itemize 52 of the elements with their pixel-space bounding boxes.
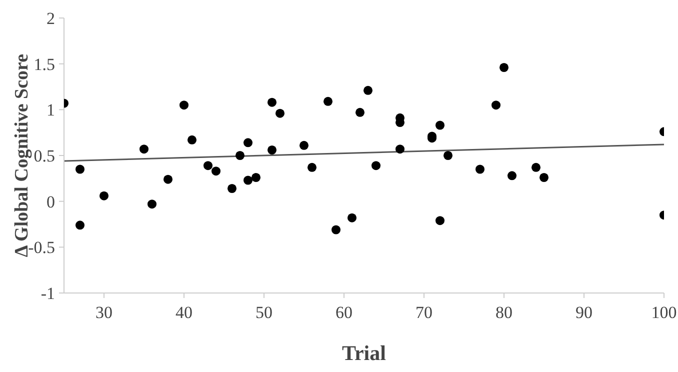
- point: [75, 164, 85, 174]
- y-tick-label: -1: [40, 284, 55, 304]
- point: [243, 138, 253, 148]
- point: [507, 171, 517, 180]
- y-tick-label: 1.5: [34, 54, 55, 74]
- point: [299, 140, 309, 150]
- point: [347, 213, 357, 222]
- x-tick-label: 70: [416, 303, 432, 322]
- point: [179, 100, 189, 110]
- point: [475, 164, 485, 174]
- point: [75, 220, 85, 230]
- point: [435, 120, 445, 130]
- x-axis-title: Trial: [342, 341, 386, 365]
- point: [163, 174, 173, 184]
- point: [395, 144, 405, 154]
- y-tick-label: 2: [46, 9, 55, 28]
- point: [435, 216, 445, 226]
- x-tick-label: 90: [576, 303, 592, 322]
- point: [355, 108, 365, 117]
- point: [235, 150, 245, 160]
- x-tick-label: 30: [96, 303, 112, 322]
- point: [243, 176, 253, 185]
- point: [363, 86, 373, 95]
- point: [227, 184, 237, 194]
- point: [203, 161, 213, 170]
- y-tick-label: -0.5: [28, 238, 55, 258]
- point: [499, 62, 509, 72]
- point: [275, 108, 285, 118]
- x-tick-label: 60: [336, 303, 352, 322]
- y-tick-label: 1: [46, 100, 55, 120]
- point: [371, 161, 381, 170]
- y-tick-label: 0.5: [34, 146, 55, 166]
- point: [267, 145, 277, 155]
- point: [211, 166, 221, 176]
- point: [251, 172, 261, 182]
- y-tick-label: 0: [46, 192, 55, 212]
- point: [187, 135, 197, 144]
- x-tick-label: 80: [496, 303, 512, 322]
- point: [443, 150, 453, 160]
- point: [491, 100, 501, 110]
- point: [267, 98, 277, 107]
- point: [539, 172, 549, 182]
- point: [147, 200, 157, 209]
- point: [139, 144, 149, 154]
- point: [307, 162, 317, 172]
- point: [99, 191, 109, 200]
- point: [323, 96, 333, 106]
- x-tick-label: 50: [256, 303, 272, 322]
- x-tick-label: 100: [651, 303, 677, 322]
- x-tick-label: 40: [176, 303, 192, 322]
- point: [331, 225, 341, 234]
- point: [531, 162, 541, 172]
